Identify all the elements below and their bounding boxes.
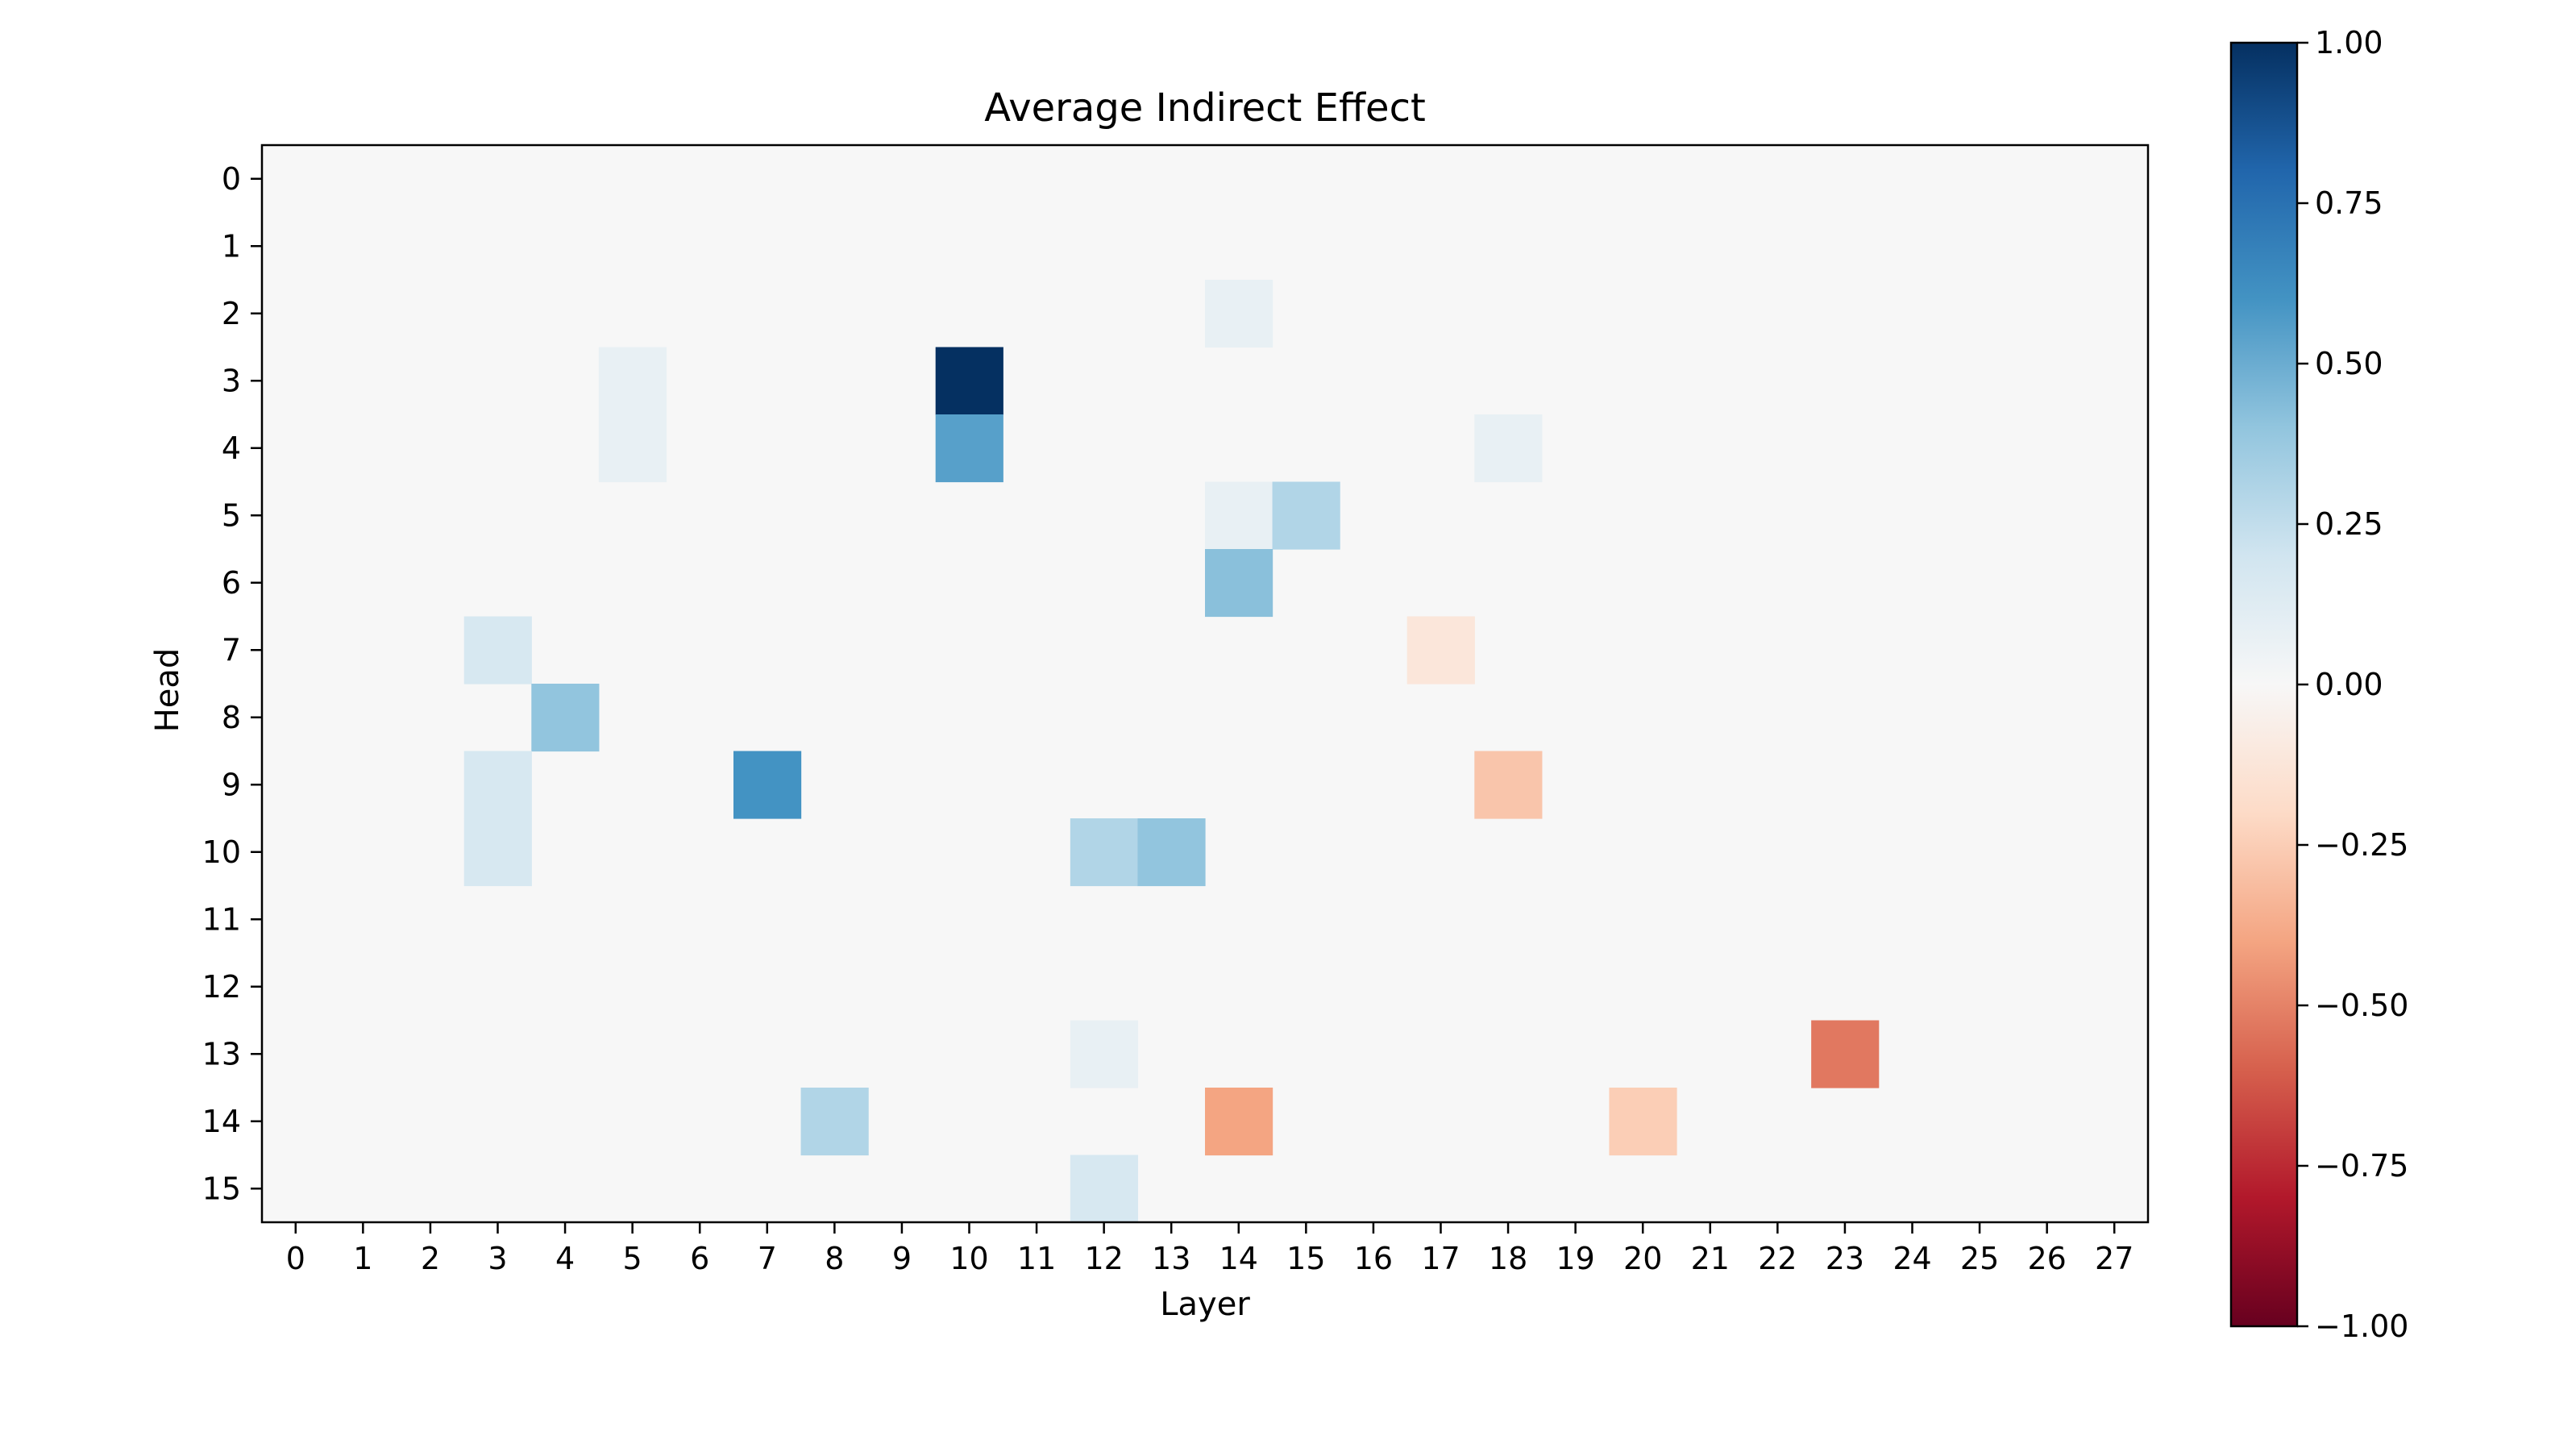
x-tick-label: 25 (1960, 1241, 1999, 1276)
x-tick-label: 0 (286, 1241, 305, 1276)
heatmap-cell (598, 347, 667, 415)
heatmap-cell (1205, 280, 1273, 348)
x-axis-label: Layer (1160, 1286, 1250, 1323)
heatmap-cell (1205, 481, 1273, 550)
colorbar-tick-label: 0.75 (2315, 185, 2383, 221)
y-tick-label: 9 (222, 767, 241, 802)
heatmap-cell (1205, 1088, 1273, 1156)
colorbar-tick-label: −1.00 (2315, 1309, 2408, 1344)
y-tick-label: 4 (222, 431, 241, 466)
y-tick-label: 6 (222, 565, 241, 601)
x-tick-label: 18 (1489, 1241, 1527, 1276)
x-tick-label: 21 (1691, 1241, 1730, 1276)
colorbar-tick-label: 1.00 (2315, 25, 2383, 60)
heatmap-cell (1137, 818, 1206, 887)
x-tick-label: 27 (2095, 1241, 2134, 1276)
x-tick-label: 7 (758, 1241, 777, 1276)
y-tick-label: 10 (202, 834, 241, 870)
x-tick-label: 24 (1893, 1241, 1931, 1276)
x-tick-label: 4 (555, 1241, 575, 1276)
y-tick-label: 15 (202, 1171, 241, 1206)
x-tick-label: 1 (353, 1241, 372, 1276)
heatmap-cell (1272, 481, 1340, 550)
heatmap-cell (935, 347, 1003, 415)
x-tick-label: 5 (623, 1241, 642, 1276)
heatmap-cell (1609, 1088, 1677, 1156)
x-tick-label: 26 (2027, 1241, 2066, 1276)
plot-frame (260, 144, 2150, 1224)
colorbar-tick-label: −0.75 (2315, 1148, 2408, 1184)
x-tick-label: 10 (949, 1241, 988, 1276)
x-tick-label: 13 (1152, 1241, 1190, 1276)
heatmap-cell (1070, 1020, 1139, 1088)
y-tick-label: 13 (202, 1036, 241, 1071)
y-axis-label: Head (149, 648, 186, 733)
x-tick-label: 16 (1354, 1241, 1393, 1276)
heatmap-cell (531, 684, 600, 752)
x-tick-label: 3 (488, 1241, 507, 1276)
y-tick-label: 1 (222, 228, 241, 264)
colorbar-tick-label: −0.25 (2315, 827, 2408, 863)
x-tick-label: 22 (1758, 1241, 1797, 1276)
y-tick-label: 0 (222, 161, 241, 197)
y-tick-label: 11 (202, 901, 241, 937)
heatmap-cell (463, 818, 532, 887)
heatmap-cell (733, 751, 802, 819)
colorbar-tick-label: 0.25 (2315, 506, 2383, 542)
heatmap-cell (463, 616, 532, 684)
x-tick-label: 17 (1421, 1241, 1460, 1276)
heatmap-cell (935, 414, 1003, 483)
y-tick-label: 5 (222, 497, 241, 533)
heatmap-cell (598, 414, 667, 483)
colorbar-tick-label: 0.50 (2315, 346, 2383, 381)
x-tick-label: 9 (892, 1241, 912, 1276)
colorbar-tick-label: 0.00 (2315, 667, 2383, 702)
colorbar-tick-label: −0.50 (2315, 988, 2408, 1023)
x-tick-label: 15 (1286, 1241, 1325, 1276)
heatmap-cell (1070, 818, 1139, 887)
y-tick-label: 14 (202, 1104, 241, 1139)
x-tick-label: 20 (1623, 1241, 1662, 1276)
x-tick-label: 2 (421, 1241, 440, 1276)
heatmap-cell (1474, 414, 1543, 483)
heatmap-cell (1406, 616, 1475, 684)
x-tick-label: 6 (690, 1241, 709, 1276)
heatmap-cell (1070, 1155, 1139, 1223)
x-tick-label: 14 (1219, 1241, 1258, 1276)
heatmap-cell (800, 1088, 869, 1156)
x-tick-label: 19 (1556, 1241, 1594, 1276)
y-tick-label: 12 (202, 969, 241, 1005)
x-tick-label: 23 (1826, 1241, 1864, 1276)
x-tick-label: 11 (1017, 1241, 1056, 1276)
y-tick-label: 2 (222, 296, 241, 331)
heatmap-cell (1811, 1020, 1880, 1088)
colorbar (2229, 41, 2299, 1328)
heatmap-cells (262, 145, 2148, 1223)
x-tick-label: 12 (1084, 1241, 1123, 1276)
heatmap-cell (1474, 751, 1543, 819)
y-tick-label: 7 (222, 632, 241, 668)
y-tick-label: 3 (222, 363, 241, 398)
colorbar-ticks: 1.00 0.75 0.50 0.25 0.00 −0.25 −0.50 −0.75 −1.00 (2297, 25, 2408, 1344)
x-axis-ticks: 0 1 2 3 4 5 6 7 8 9 10 11 12 13 14 15 16 17 18 19 20 21 22 23 24… (286, 1222, 2134, 1276)
x-tick-label: 8 (825, 1241, 844, 1276)
chart-title: Average Indirect Effect (984, 85, 1426, 131)
y-tick-label: 8 (222, 700, 241, 735)
heatmap-cell (463, 751, 532, 819)
heatmap-cell (1205, 549, 1273, 618)
